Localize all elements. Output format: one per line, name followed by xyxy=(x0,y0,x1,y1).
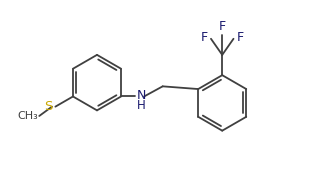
Text: S: S xyxy=(44,100,53,113)
Text: N: N xyxy=(137,89,146,102)
Text: F: F xyxy=(219,20,226,33)
Text: H: H xyxy=(137,99,146,112)
Text: F: F xyxy=(237,31,244,44)
Text: CH₃: CH₃ xyxy=(17,111,38,121)
Text: F: F xyxy=(200,31,208,44)
